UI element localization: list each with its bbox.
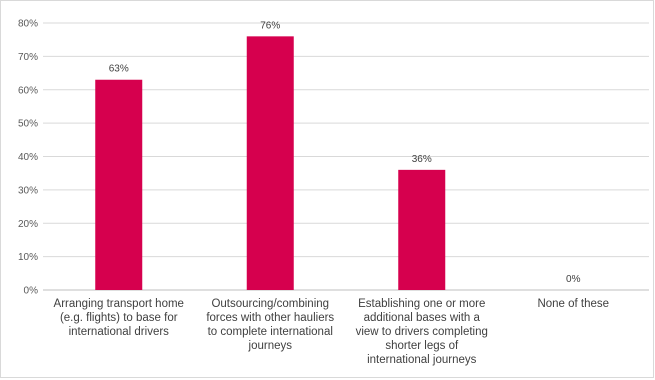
x-category-label: Outsourcing/combining forces with other h… [206, 298, 334, 352]
y-tick-label: 10% [18, 252, 38, 263]
x-category-label-line: (e.g. flights) to base for [60, 312, 178, 324]
bar [246, 36, 294, 290]
x-category-label: Establishing one or more additional bases… [356, 298, 488, 366]
data-label: 76% [260, 20, 280, 31]
y-tick-label: 70% [18, 52, 38, 63]
y-tick-label: 30% [18, 185, 38, 196]
x-category-label: Arranging transport home (e.g. flights) t… [54, 298, 184, 338]
x-category-label-line: journeys [248, 340, 293, 352]
data-label: 63% [109, 64, 129, 75]
y-tick-label: 40% [18, 152, 38, 163]
x-category-label-line: view to drivers completing [356, 326, 488, 338]
x-category-label-line: additional bases with a [364, 312, 481, 324]
data-label: 36% [412, 154, 432, 165]
y-tick-label: 80% [18, 19, 38, 30]
x-category-label-line: Outsourcing/combining [211, 298, 329, 310]
x-category-label-line: Establishing one or more [358, 298, 485, 310]
data-label: 0% [566, 274, 581, 285]
x-category-label-line: shorter legs of [385, 340, 459, 352]
y-tick-label: 50% [18, 119, 38, 130]
x-category-label-line: forces with other hauliers [206, 312, 334, 324]
y-tick-label: 20% [18, 219, 38, 230]
x-category-label-line: international journeys [367, 354, 477, 366]
x-category-label-line: None of these [537, 298, 609, 310]
x-category-label: None of these [537, 298, 609, 310]
x-category-label-line: international drivers [69, 326, 170, 338]
bar [95, 79, 143, 290]
y-tick-label: 60% [18, 85, 38, 96]
x-category-label-line: Arranging transport home [54, 298, 184, 310]
y-tick-label: 0% [24, 286, 39, 297]
x-category-label-line: to complete international [208, 326, 333, 338]
bar [398, 169, 446, 290]
